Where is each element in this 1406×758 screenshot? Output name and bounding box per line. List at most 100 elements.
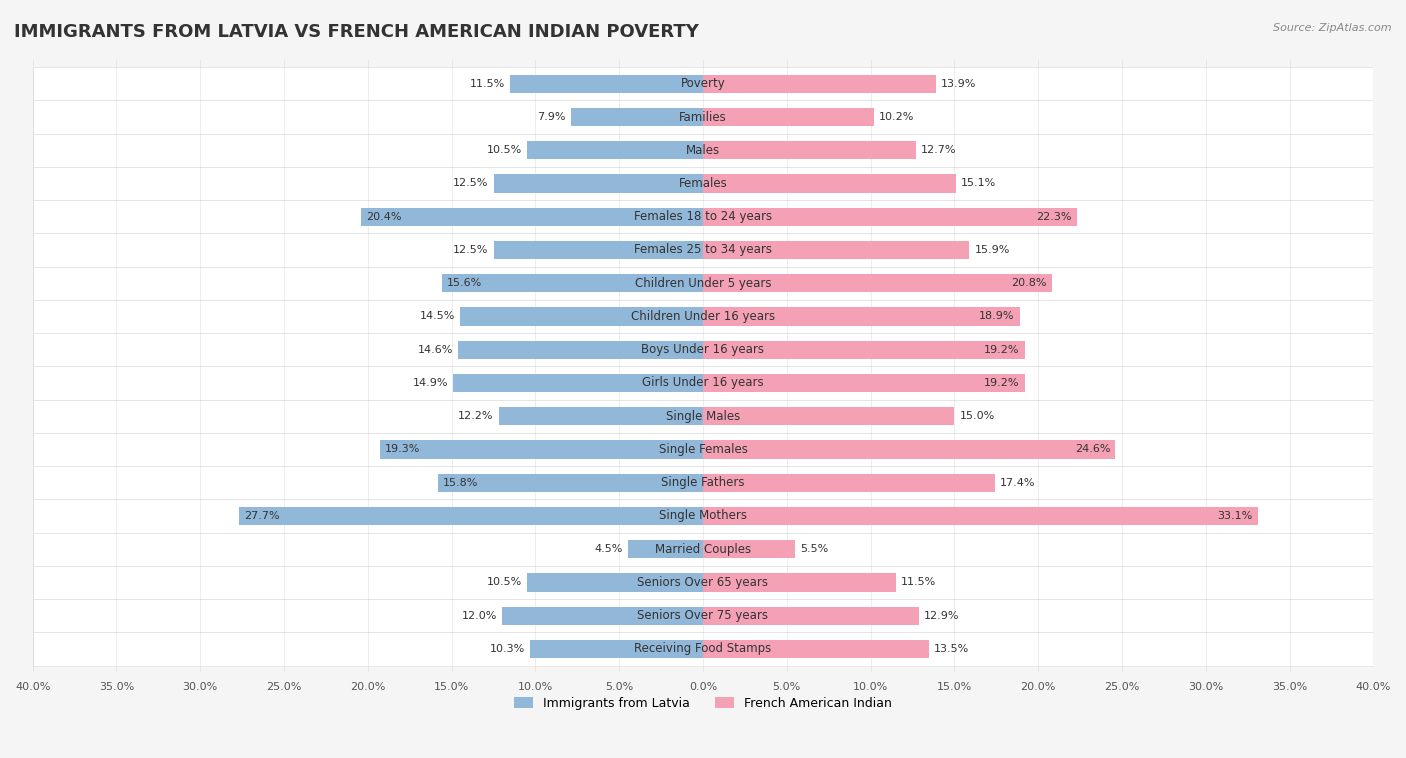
Bar (361, 208, 703, 226)
Legend: Immigrants from Latvia, French American Indian: Immigrants from Latvia, French American … (509, 692, 897, 715)
Text: 19.3%: 19.3% (385, 444, 420, 455)
FancyBboxPatch shape (32, 233, 1374, 267)
Text: Receiving Food Stamps: Receiving Food Stamps (634, 643, 772, 656)
Bar (494, 174, 703, 193)
Text: 19.2%: 19.2% (984, 345, 1019, 355)
FancyBboxPatch shape (32, 300, 1374, 333)
Bar (703, 374, 1025, 392)
Text: Single Fathers: Single Fathers (661, 476, 745, 489)
Bar (703, 573, 896, 591)
Bar (527, 573, 703, 591)
Text: 24.6%: 24.6% (1074, 444, 1111, 455)
Text: Females 25 to 34 years: Females 25 to 34 years (634, 243, 772, 256)
Bar (703, 606, 920, 625)
FancyBboxPatch shape (32, 267, 1374, 300)
Text: 15.0%: 15.0% (959, 412, 994, 421)
Text: Seniors Over 75 years: Seniors Over 75 years (637, 609, 769, 622)
Text: Families: Families (679, 111, 727, 124)
Bar (703, 274, 1052, 293)
Text: Girls Under 16 years: Girls Under 16 years (643, 377, 763, 390)
Bar (571, 108, 703, 126)
Text: 33.1%: 33.1% (1218, 511, 1253, 521)
FancyBboxPatch shape (32, 200, 1374, 233)
Text: 19.2%: 19.2% (984, 378, 1019, 388)
Text: 10.3%: 10.3% (491, 644, 526, 654)
Text: 15.6%: 15.6% (447, 278, 482, 288)
Text: 12.0%: 12.0% (461, 611, 496, 621)
Text: 14.6%: 14.6% (418, 345, 453, 355)
Bar (380, 440, 703, 459)
Text: Poverty: Poverty (681, 77, 725, 90)
Bar (703, 174, 956, 193)
Text: 12.7%: 12.7% (921, 146, 956, 155)
Bar (502, 606, 703, 625)
Text: 5.5%: 5.5% (800, 544, 828, 554)
Bar (703, 141, 915, 159)
FancyBboxPatch shape (32, 366, 1374, 399)
Bar (494, 241, 703, 259)
Bar (460, 307, 703, 326)
FancyBboxPatch shape (32, 632, 1374, 666)
FancyBboxPatch shape (32, 533, 1374, 565)
Text: 20.4%: 20.4% (366, 211, 402, 222)
FancyBboxPatch shape (32, 433, 1374, 466)
Text: Single Males: Single Males (666, 410, 740, 423)
Text: 14.5%: 14.5% (419, 312, 456, 321)
FancyBboxPatch shape (32, 333, 1374, 366)
Bar (703, 507, 1258, 525)
FancyBboxPatch shape (32, 466, 1374, 500)
Text: 17.4%: 17.4% (1000, 478, 1035, 487)
FancyBboxPatch shape (32, 100, 1374, 133)
Text: 13.5%: 13.5% (934, 644, 970, 654)
FancyBboxPatch shape (32, 599, 1374, 632)
FancyBboxPatch shape (32, 167, 1374, 200)
Text: 12.2%: 12.2% (458, 412, 494, 421)
Bar (499, 407, 703, 425)
Text: 10.5%: 10.5% (486, 146, 522, 155)
Text: 12.5%: 12.5% (453, 178, 488, 189)
Text: 10.5%: 10.5% (486, 578, 522, 587)
Text: 11.5%: 11.5% (901, 578, 936, 587)
Bar (703, 440, 1115, 459)
FancyBboxPatch shape (32, 133, 1374, 167)
Text: Married Couples: Married Couples (655, 543, 751, 556)
FancyBboxPatch shape (32, 565, 1374, 599)
Bar (703, 640, 929, 658)
FancyBboxPatch shape (32, 67, 1374, 100)
Text: Females 18 to 24 years: Females 18 to 24 years (634, 210, 772, 224)
Bar (627, 540, 703, 559)
Bar (703, 208, 1077, 226)
Text: 11.5%: 11.5% (470, 79, 505, 89)
Text: Single Mothers: Single Mothers (659, 509, 747, 522)
Text: Children Under 16 years: Children Under 16 years (631, 310, 775, 323)
Text: 27.7%: 27.7% (243, 511, 280, 521)
Text: 13.9%: 13.9% (941, 79, 976, 89)
Bar (510, 74, 703, 93)
Text: Single Females: Single Females (658, 443, 748, 456)
Bar (703, 340, 1025, 359)
Text: 10.2%: 10.2% (879, 112, 914, 122)
Bar (703, 407, 955, 425)
Bar (441, 274, 703, 293)
Text: Children Under 5 years: Children Under 5 years (634, 277, 772, 290)
FancyBboxPatch shape (32, 399, 1374, 433)
Text: 7.9%: 7.9% (537, 112, 565, 122)
Bar (527, 141, 703, 159)
Bar (703, 241, 970, 259)
Text: 15.8%: 15.8% (443, 478, 478, 487)
Text: Males: Males (686, 144, 720, 157)
Bar (703, 74, 936, 93)
Bar (458, 340, 703, 359)
Text: 12.5%: 12.5% (453, 245, 488, 255)
Text: 12.9%: 12.9% (924, 611, 960, 621)
Text: 15.1%: 15.1% (962, 178, 997, 189)
Bar (703, 474, 994, 492)
Text: 20.8%: 20.8% (1011, 278, 1046, 288)
Text: 15.9%: 15.9% (974, 245, 1010, 255)
Bar (439, 474, 703, 492)
Text: IMMIGRANTS FROM LATVIA VS FRENCH AMERICAN INDIAN POVERTY: IMMIGRANTS FROM LATVIA VS FRENCH AMERICA… (14, 23, 699, 41)
Text: Females: Females (679, 177, 727, 190)
Text: 18.9%: 18.9% (979, 312, 1015, 321)
Text: Boys Under 16 years: Boys Under 16 years (641, 343, 765, 356)
Text: 4.5%: 4.5% (595, 544, 623, 554)
